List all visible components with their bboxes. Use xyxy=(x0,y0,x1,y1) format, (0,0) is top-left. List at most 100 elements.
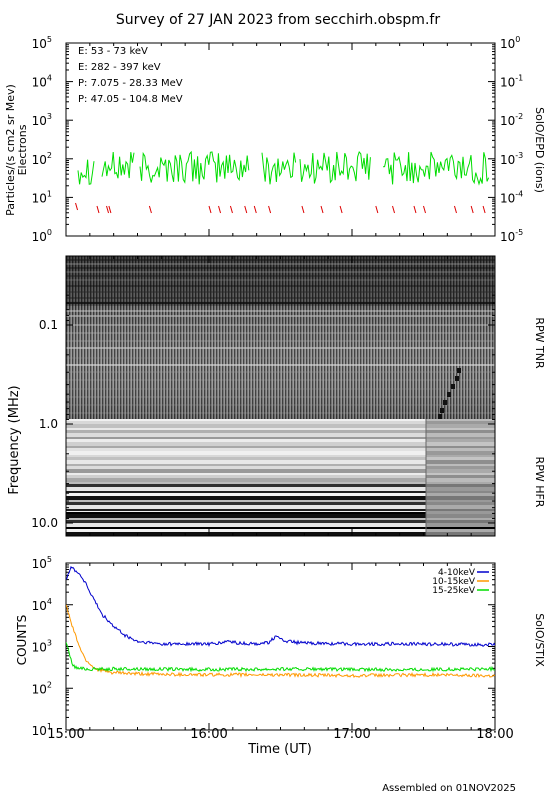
hfr-band xyxy=(66,493,426,496)
epd-ytick-label-right: 100 xyxy=(500,35,520,51)
epd-axis: 100 10-5 101 10-4 102 10-3 103 10-2 104 10-1 105 10… xyxy=(32,35,524,244)
hfr-band-right xyxy=(426,520,495,523)
epd-ytick-label: 105 xyxy=(32,35,52,51)
hfr-band-right xyxy=(426,464,495,466)
hfr-band xyxy=(66,451,426,455)
hfr-band xyxy=(66,437,426,439)
epd-red-point xyxy=(148,205,152,214)
epd-ytick-label: 101 xyxy=(32,189,52,205)
stix-ytick-label: 101 xyxy=(32,722,52,738)
epd-ytick-label-right: 10-3 xyxy=(500,151,523,167)
epd-legend-item: P: 7.075 - 28.33 MeV xyxy=(78,78,183,89)
epd-red-point xyxy=(96,205,100,214)
epd-right-label: SolO/EPD (ions) xyxy=(533,107,546,193)
hfr-band xyxy=(66,514,426,518)
rpw-right-label-tnr: RPW TNR xyxy=(533,317,546,369)
hfr-band-right xyxy=(426,532,495,536)
rpw-tick-0.1: 0.1 xyxy=(39,318,58,332)
hfr-band xyxy=(66,466,426,469)
hfr-band xyxy=(66,484,426,487)
hfr-band xyxy=(66,532,426,536)
hfr-band xyxy=(66,475,426,478)
epd-green-trace xyxy=(261,152,297,185)
tnr-bands xyxy=(66,256,495,414)
hfr-band-right xyxy=(426,502,495,505)
hfr-band-right xyxy=(426,460,495,464)
epd-red-point xyxy=(301,205,305,214)
hfr-band-right xyxy=(426,428,495,430)
rpw-panel: 0.1 1.0 10.0 Frequency (MHz) RPW TNR RPW… xyxy=(7,255,546,537)
epd-red-point xyxy=(392,205,395,214)
stix-series-line xyxy=(66,642,495,673)
hfr-band xyxy=(66,505,426,509)
hfr-band xyxy=(66,439,426,442)
epd-green-trace xyxy=(382,151,490,186)
x-tick-label: 18:00 xyxy=(476,727,513,742)
epd-green-trace xyxy=(139,150,250,185)
hfr-band-right xyxy=(426,448,495,451)
hfr-band xyxy=(66,419,426,421)
epd-red-point xyxy=(108,205,112,214)
stix-legend-item: 15-25keV xyxy=(432,586,476,596)
epd-ylabel-2: Electrons xyxy=(16,124,29,175)
hfr-band xyxy=(66,428,426,430)
stix-series-line xyxy=(66,565,495,648)
hfr-band xyxy=(66,509,426,511)
epd-legend-item: E: 282 - 397 keV xyxy=(78,62,161,73)
epd-green-trace xyxy=(299,151,371,184)
epd-red-point xyxy=(482,205,486,214)
hfr-band-right xyxy=(426,514,495,518)
hfr-band xyxy=(66,518,426,520)
hfr-band xyxy=(66,457,426,460)
epd-legend: E: 53 - 73 keV E: 282 - 397 keV P: 7.075… xyxy=(78,46,183,105)
hfr-band-right xyxy=(426,493,495,496)
stix-ytick-label: 105 xyxy=(32,555,52,571)
epd-red-point xyxy=(413,205,417,214)
epd-red-point xyxy=(75,202,79,211)
epd-legend-item: E: 53 - 73 keV xyxy=(78,46,148,57)
hfr-band-right xyxy=(426,442,495,446)
epd-red-point xyxy=(253,205,257,214)
hfr-band xyxy=(66,448,426,451)
stix-axis: 101 102 103 104 105 xyxy=(32,555,496,738)
hfr-band xyxy=(66,460,426,464)
hfr-band-right xyxy=(426,451,495,455)
epd-red-point xyxy=(375,205,379,214)
tnr-dark-top xyxy=(66,256,495,306)
rpw-burst xyxy=(438,368,461,419)
hfr-band xyxy=(66,421,426,424)
hfr-band xyxy=(66,520,426,523)
figure-title: Survey of 27 JAN 2023 from secchirh.obsp… xyxy=(116,12,440,28)
x-tick-label: 15:00 xyxy=(47,727,84,742)
epd-red-point xyxy=(208,205,212,214)
stix-ytick-label: 102 xyxy=(32,680,52,696)
epd-red-point xyxy=(244,205,248,214)
epd-green-trace xyxy=(101,151,135,179)
hfr-band-right xyxy=(426,424,495,428)
epd-red-point xyxy=(268,205,272,214)
hfr-band-right xyxy=(426,466,495,469)
rpw-burst-mark xyxy=(447,392,451,397)
hfr-band-right xyxy=(426,469,495,473)
epd-ytick-label-right: 10-4 xyxy=(500,189,523,205)
rpw-burst-mark xyxy=(440,408,444,413)
rpw-burst-mark xyxy=(455,376,459,381)
hfr-band-right xyxy=(426,446,495,448)
epd-green-trace xyxy=(77,159,95,185)
hfr-band-right xyxy=(426,439,495,442)
rpw-burst-mark xyxy=(457,368,461,373)
epd-ytick-label-right: 10-5 xyxy=(500,228,523,244)
stix-ytick-label: 104 xyxy=(32,597,52,613)
hfr-band xyxy=(66,455,426,457)
hfr-band-right xyxy=(426,523,495,527)
hfr-band-right xyxy=(426,430,495,433)
epd-ytick-label: 103 xyxy=(32,112,52,128)
epd-ytick-label: 104 xyxy=(32,74,52,90)
epd-red-point xyxy=(106,205,109,214)
hfr-band-right xyxy=(426,511,495,514)
stix-legend-item: 4-10keV xyxy=(438,568,476,578)
stix-series xyxy=(66,565,495,679)
hfr-band xyxy=(66,473,426,475)
hfr-band xyxy=(66,529,426,532)
